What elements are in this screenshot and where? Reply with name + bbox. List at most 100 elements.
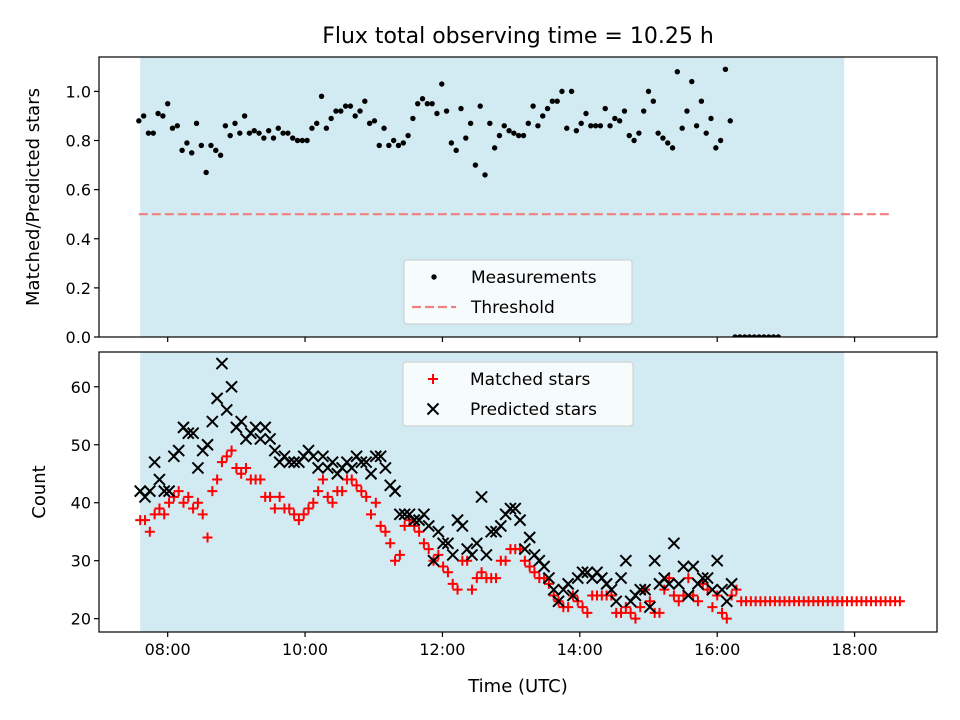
- predicted-star-point: [355, 455, 368, 469]
- predicted-star-point: [393, 508, 407, 521]
- matched-star-point: [317, 474, 328, 485]
- measurement-point: [631, 137, 637, 144]
- predicted-star-point: [715, 583, 729, 596]
- matched-star-point: [361, 491, 372, 502]
- legend-box: [402, 361, 634, 427]
- measurement-point: [756, 334, 762, 337]
- predicted-star-point: [518, 542, 532, 556]
- y-tick-label: 50: [71, 436, 91, 455]
- count-panel: 20 30 40 50 60 08:00 10:00 12:00 14:00 16:00 18:00…: [71, 351, 938, 659]
- predicted-star-point: [283, 455, 296, 469]
- matched-star-point: [394, 549, 405, 560]
- measurement-point: [722, 66, 729, 72]
- matched-star-point: [654, 607, 665, 618]
- predicted-star-point: [186, 426, 200, 440]
- predicted-star-point: [432, 525, 445, 538]
- matched-star-point: [265, 491, 276, 502]
- matched-star-point: [149, 509, 160, 520]
- matched-star-point: [346, 474, 357, 485]
- measurement-point: [280, 130, 286, 136]
- legend-label: Matched stars: [470, 370, 590, 390]
- y-tick-label: 0.4: [66, 230, 91, 249]
- predicted-star-point: [359, 455, 373, 469]
- matched-star-point: [240, 462, 251, 473]
- measurement-point: [429, 100, 435, 107]
- measurement-point: [193, 120, 200, 127]
- measurement-point: [357, 108, 363, 114]
- measurement-point: [564, 125, 570, 131]
- matched-star-point: [269, 503, 280, 514]
- predicted-star-point: [316, 450, 330, 463]
- measurement-point: [405, 132, 411, 139]
- predicted-star-point: [566, 589, 580, 602]
- measurement-point: [261, 135, 267, 141]
- measurement-point: [650, 98, 657, 104]
- matched-star-point: [447, 578, 458, 589]
- matched-star-point: [524, 561, 535, 572]
- predicted-star-point: [369, 450, 383, 463]
- measurement-point: [679, 125, 685, 131]
- predicted-star-point: [682, 589, 695, 602]
- y-tick-label: 0.0: [66, 328, 91, 347]
- matched-star-point: [221, 451, 232, 462]
- predicted-star-point: [547, 583, 560, 596]
- predicted-star-point: [614, 571, 628, 585]
- matched-star-point: [154, 503, 165, 514]
- predicted-star-point: [191, 461, 205, 475]
- matched-star-point: [678, 590, 689, 601]
- matched-star-point: [274, 491, 285, 502]
- matched-star-point: [351, 480, 362, 491]
- predicted-star-point: [513, 513, 527, 527]
- measurement-point: [641, 108, 647, 114]
- measurement-point: [515, 132, 522, 139]
- matched-star-point: [375, 520, 386, 531]
- matched-star-point: [356, 486, 367, 497]
- measurement-point: [145, 130, 152, 136]
- measurement-point: [439, 81, 445, 87]
- measurement-point: [419, 96, 426, 102]
- x-tick-label: 10:00: [282, 640, 328, 659]
- measurement-point: [761, 334, 767, 337]
- measurement-point: [164, 100, 171, 107]
- predicted-star-point: [408, 513, 421, 527]
- predicted-star-point: [643, 600, 657, 614]
- predicted-star-point: [162, 484, 176, 498]
- predicted-star-point: [475, 490, 488, 504]
- measurement-point: [443, 108, 450, 114]
- predicted-star-point: [710, 554, 724, 567]
- x-axis-label: Time (UTC): [467, 676, 568, 697]
- x-tick-label: 08:00: [145, 640, 191, 659]
- measurement-point: [568, 88, 575, 95]
- y-tick-label: 40: [71, 494, 91, 513]
- measurement-point: [400, 140, 406, 146]
- measurement-point: [592, 123, 599, 129]
- matched-star-point: [644, 596, 655, 607]
- matched-star-point: [144, 526, 155, 537]
- y-tick-label: 0.6: [66, 181, 91, 200]
- matched-star-point: [140, 515, 151, 526]
- measurement-point: [314, 120, 320, 127]
- matched-star-point: [173, 486, 184, 497]
- predicted-star-point: [201, 438, 214, 451]
- predicted-star-point: [485, 525, 498, 538]
- matched-star-point: [216, 457, 227, 468]
- measurement-point: [573, 127, 580, 134]
- measurement-point: [160, 113, 166, 119]
- predicted-star-point: [234, 415, 248, 428]
- matched-star-point: [159, 509, 170, 520]
- measurement-point: [698, 98, 705, 104]
- matched-star-point: [188, 503, 199, 514]
- measurement-point: [636, 130, 642, 136]
- x-tick-label: 12:00: [419, 640, 465, 659]
- predicted-star-point: [696, 571, 709, 585]
- measurement-point: [741, 334, 748, 337]
- measurement-point: [309, 125, 315, 131]
- matched-star-point: [717, 607, 728, 618]
- measurement-point: [390, 137, 397, 144]
- predicted-star-point: [720, 595, 734, 608]
- plot-area: [134, 357, 905, 624]
- measurement-point: [525, 120, 532, 127]
- measurement-point: [751, 334, 757, 337]
- matched-star-point: [284, 503, 295, 514]
- predicted-star-point: [215, 357, 229, 370]
